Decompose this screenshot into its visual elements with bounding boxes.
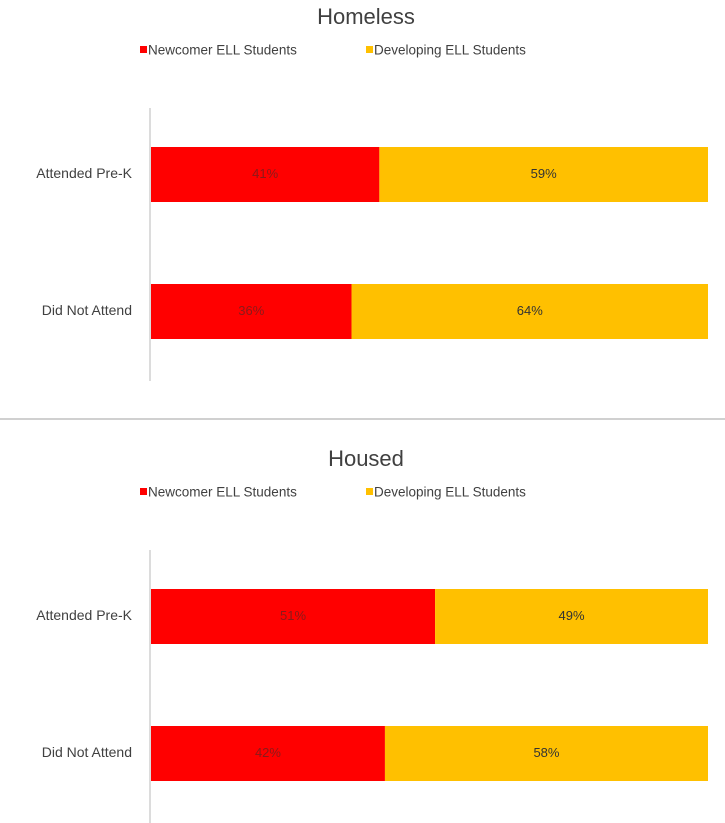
data-label: 58% [533, 745, 559, 760]
category-label: Did Not Attend [42, 302, 132, 318]
legend-label: Developing ELL Students [374, 485, 526, 500]
bar-segment [151, 284, 352, 339]
category-label: Did Not Attend [42, 744, 132, 760]
legend-label: Newcomer ELL Students [148, 485, 297, 500]
bar-segment [435, 589, 708, 644]
bar-segment [151, 726, 385, 781]
data-label: 49% [559, 608, 585, 623]
legend-swatch [140, 46, 147, 53]
bar-segment [151, 147, 380, 202]
data-label: 42% [255, 745, 281, 760]
legend-label: Newcomer ELL Students [148, 43, 297, 58]
legend-swatch [366, 46, 373, 53]
legend-swatch [140, 488, 147, 495]
bar-segment [151, 589, 436, 644]
data-label: 64% [517, 303, 543, 318]
data-label: 41% [252, 166, 278, 181]
category-label: Attended Pre-K [36, 165, 132, 181]
chart-title: Homeless [317, 4, 415, 29]
bar-segment [379, 147, 708, 202]
data-label: 51% [280, 608, 306, 623]
data-label: 59% [531, 166, 557, 181]
data-label: 36% [238, 303, 264, 318]
chart-title: Housed [328, 446, 404, 471]
bar-segment [384, 726, 708, 781]
legend-swatch [366, 488, 373, 495]
category-label: Attended Pre-K [36, 607, 132, 623]
bar-segment [351, 284, 708, 339]
legend-label: Developing ELL Students [374, 43, 526, 58]
